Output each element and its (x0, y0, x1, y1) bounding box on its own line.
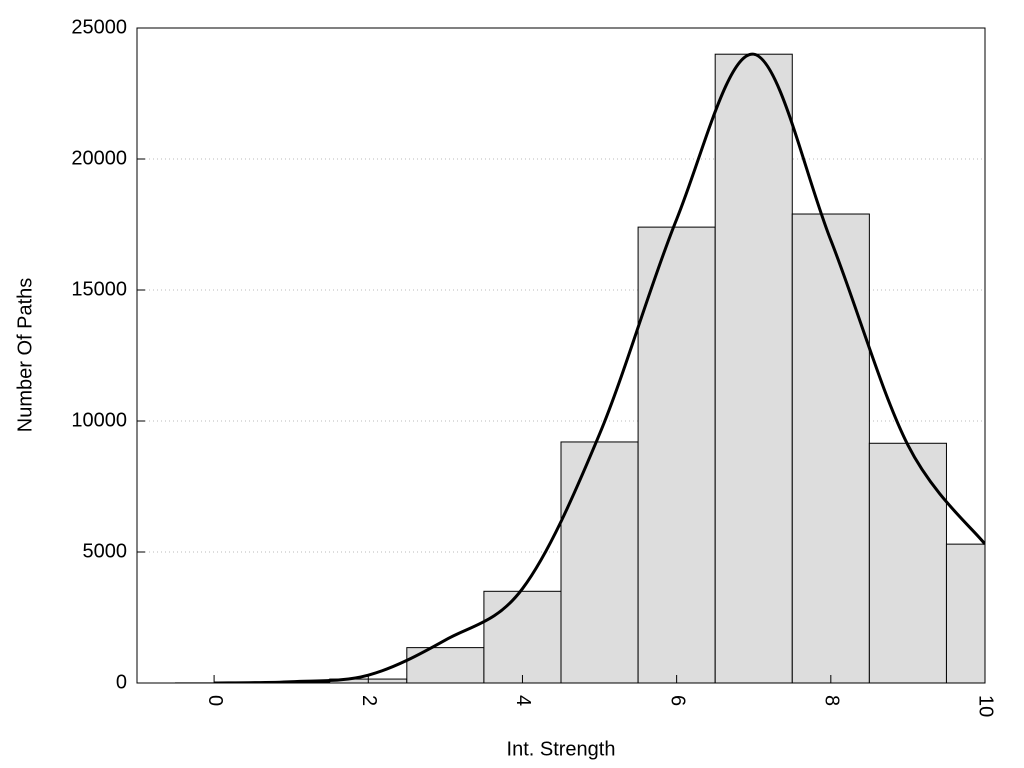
bar (483, 590, 562, 683)
density-curve (214, 52, 985, 683)
y-tick-label: 0 (116, 671, 127, 693)
plot-frame (136, 27, 986, 684)
curve-layer (214, 52, 985, 683)
x-tick-label: 4 (512, 695, 534, 706)
y-tick-label: 5000 (83, 540, 128, 562)
x-tick-label: 8 (821, 695, 843, 706)
bar (406, 647, 485, 683)
y-tick-label: 20000 (71, 147, 127, 169)
bar (637, 226, 716, 683)
y-tick-label: 15000 (71, 278, 127, 300)
bar (791, 213, 870, 683)
bar (868, 442, 947, 683)
y-tick-label: 10000 (71, 409, 127, 431)
bar (560, 441, 639, 683)
x-tick-label: 0 (204, 695, 226, 706)
bars (175, 53, 985, 683)
y-tick-label: 25000 (71, 16, 127, 38)
bar (714, 53, 793, 683)
x-tick-label: 2 (358, 695, 380, 706)
y-axis-label: Number Of Paths (14, 278, 36, 433)
x-axis-label: Int. Strength (507, 738, 616, 760)
ticks: 0 5000 10000 15000 20000 25000 0 2 4 6 8 10 (71, 16, 996, 717)
x-tick-label: 10 (975, 695, 997, 717)
x-tick-label: 6 (666, 695, 688, 706)
